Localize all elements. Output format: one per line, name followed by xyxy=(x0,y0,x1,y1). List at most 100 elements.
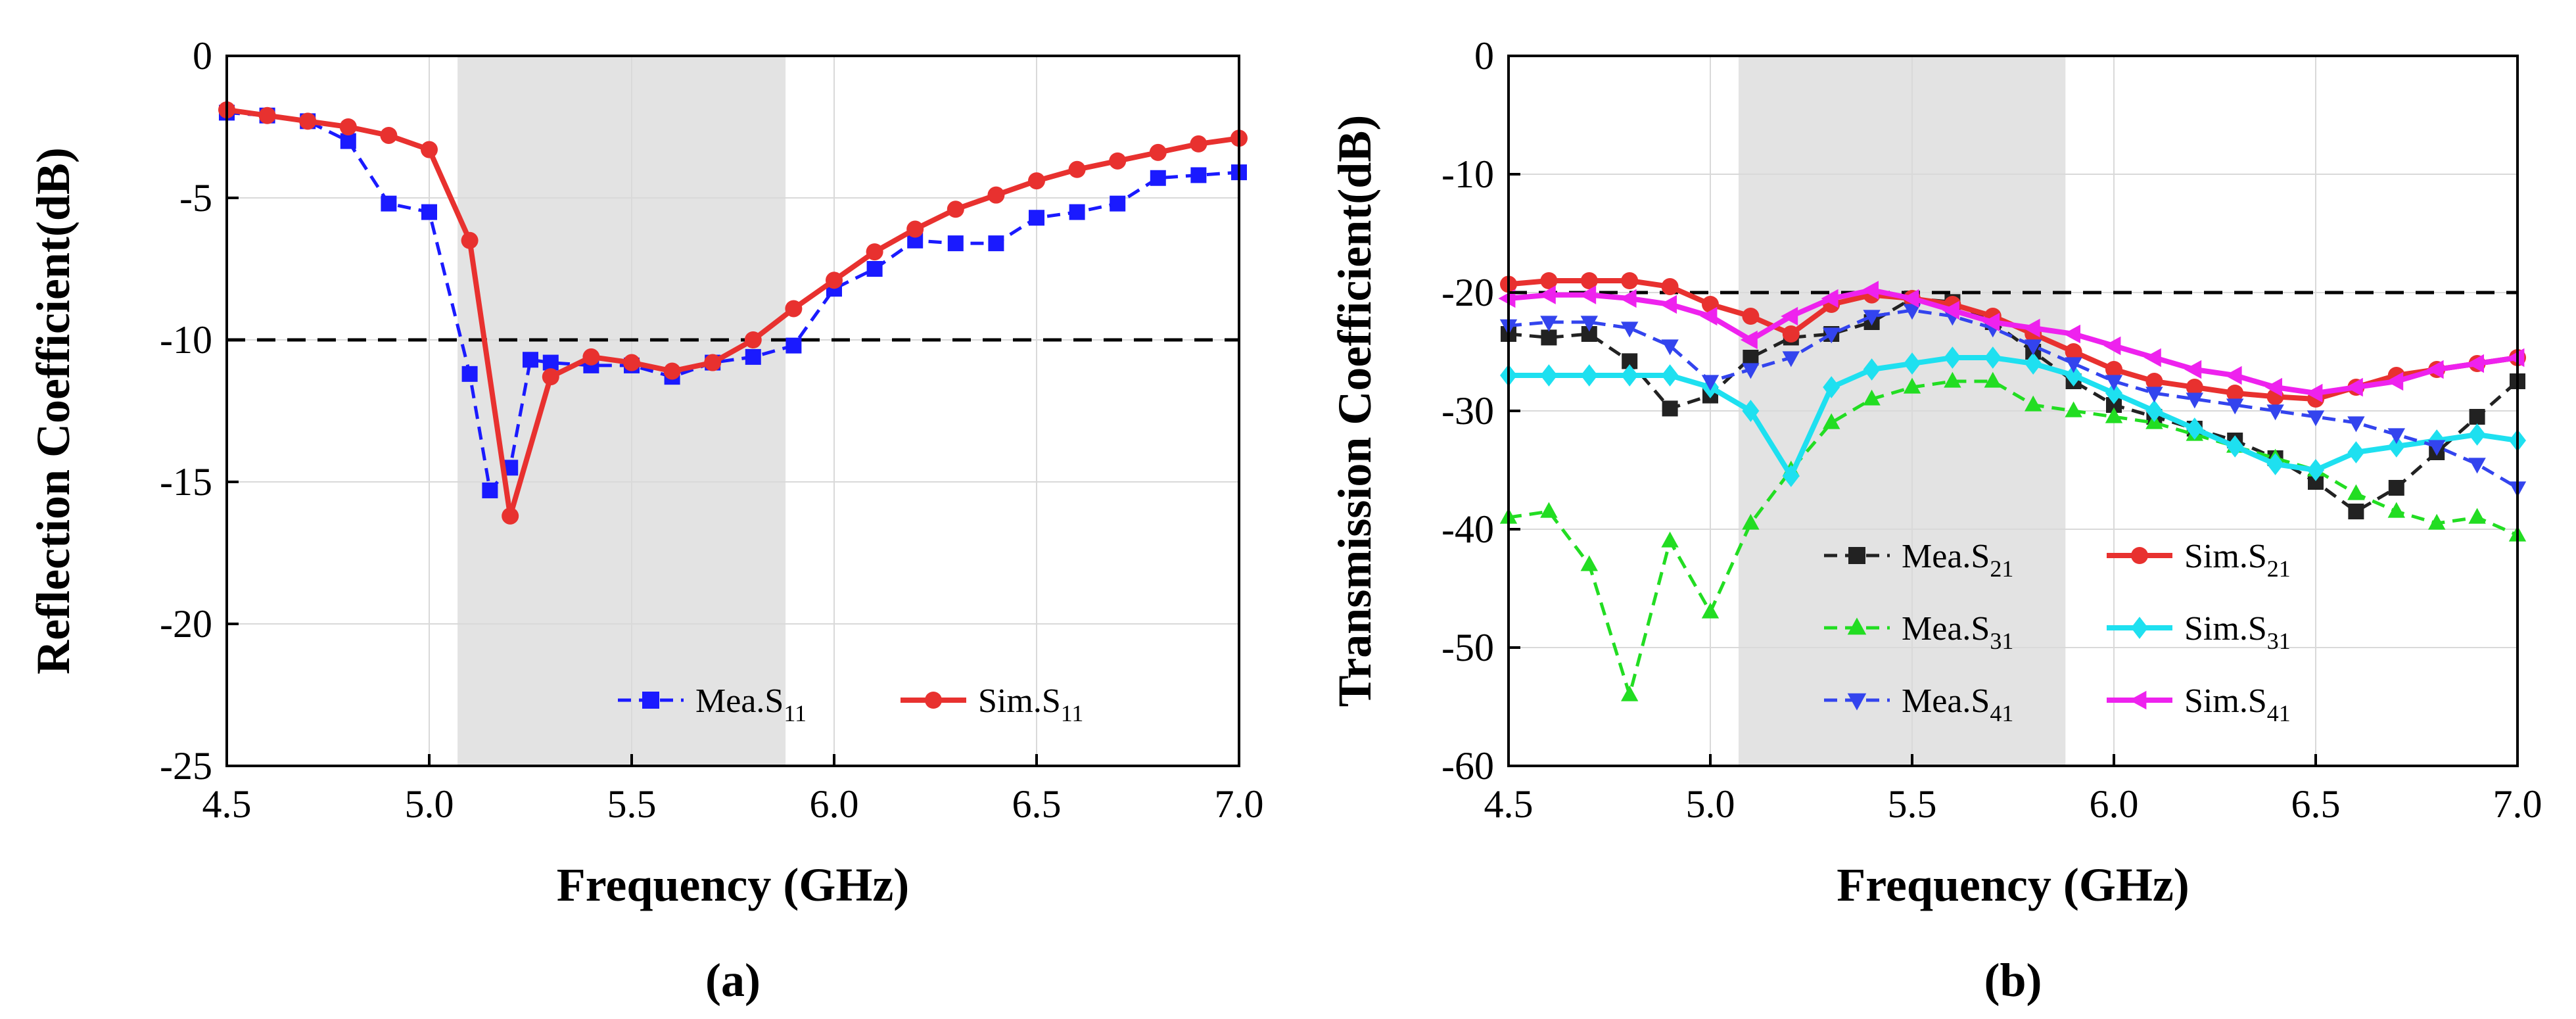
data-point xyxy=(2105,382,2122,404)
series-line xyxy=(1508,308,2519,490)
data-point xyxy=(1742,363,1760,379)
y-axis-title: Transmission Coefficient(dB) xyxy=(1328,115,1381,707)
data-point xyxy=(299,112,317,130)
y-axis-title: Reflection Coefficient(dB) xyxy=(27,147,80,675)
x-tick-label: 5.0 xyxy=(1686,782,1735,826)
data-point xyxy=(582,348,600,366)
legend-item-Mea.S11: Mea.S11 xyxy=(618,682,807,726)
data-point xyxy=(2186,379,2203,396)
reflection-coefficient-chart: 4.5 5.0 5.5 6.0 6.5 7.0 0 -5 -10 -15 -20 -25 Mea.S1… xyxy=(27,34,1264,1007)
axes-layer: 4.5 5.0 5.5 6.0 6.5 7.0 0 -5 -10 -15 -20 -25 xyxy=(160,34,1263,826)
data-point xyxy=(2266,453,2284,475)
x-tick-label: 4.5 xyxy=(202,782,252,826)
series-Sim.S11 xyxy=(218,101,1248,525)
y-tick-label: 0 xyxy=(193,34,212,78)
data-point xyxy=(1661,531,1679,548)
data-point xyxy=(1742,308,1760,325)
data-point xyxy=(1944,346,1961,369)
shaded-band xyxy=(457,56,786,766)
data-point xyxy=(704,354,722,371)
data-point xyxy=(2467,354,2484,373)
data-point xyxy=(1700,306,1718,326)
data-point xyxy=(1619,289,1637,308)
data-point xyxy=(2065,357,2082,373)
band-layer xyxy=(457,56,786,766)
data-point xyxy=(785,337,802,354)
series-layer xyxy=(218,101,1248,525)
data-point xyxy=(947,201,964,218)
data-point xyxy=(2184,360,2202,379)
data-point xyxy=(1863,389,1881,406)
legend-swatch-marker xyxy=(2131,617,2148,639)
data-point xyxy=(988,235,1004,252)
y-tick-label: -20 xyxy=(1441,271,1494,314)
data-point xyxy=(542,368,559,386)
data-point xyxy=(1541,329,1557,346)
legend-swatch-marker xyxy=(2129,690,2147,710)
y-tick-label: -5 xyxy=(179,176,212,220)
data-point xyxy=(2305,383,2323,403)
data-point xyxy=(2468,423,2486,446)
legend: Mea.S21 Sim.S21 Mea.S31 Sim.S31 Mea.S41 Sim.S… xyxy=(1824,538,2291,726)
data-point xyxy=(1701,602,1720,619)
legend-swatch-marker xyxy=(642,692,659,709)
series-Sim.S41 xyxy=(1498,281,2525,403)
data-point xyxy=(2426,360,2444,379)
data-point xyxy=(2468,508,2486,524)
data-point xyxy=(421,141,438,158)
data-point xyxy=(1579,285,1597,304)
data-point xyxy=(1742,513,1760,530)
data-point xyxy=(1110,195,1126,212)
data-point xyxy=(2265,377,2282,397)
data-point xyxy=(866,261,883,277)
data-point xyxy=(1580,364,1598,387)
data-point xyxy=(1540,272,1558,289)
data-point xyxy=(1903,377,1921,394)
data-point xyxy=(523,352,538,368)
data-point xyxy=(2386,371,2404,391)
data-point xyxy=(1823,376,1840,398)
y-tick-label: -10 xyxy=(160,318,212,362)
x-tick-label: 4.5 xyxy=(1484,782,1534,826)
data-point xyxy=(461,366,478,382)
data-point xyxy=(2145,400,2163,422)
data-point xyxy=(2226,435,2244,458)
data-point xyxy=(1540,364,1558,387)
data-point xyxy=(663,362,681,380)
data-point xyxy=(2065,364,2082,387)
x-tick-label: 6.0 xyxy=(810,782,859,826)
data-point xyxy=(381,195,397,212)
y-tick-label: -25 xyxy=(160,744,212,788)
data-point xyxy=(2387,428,2405,444)
data-point xyxy=(1580,555,1598,571)
data-point xyxy=(1701,375,1720,391)
legend-swatch-marker xyxy=(925,692,942,709)
data-point xyxy=(2347,416,2365,433)
x-axis-title: Frequency (GHz) xyxy=(1837,859,2190,911)
legend-swatch-marker xyxy=(2131,547,2148,564)
data-point xyxy=(1903,304,1921,320)
series-line xyxy=(226,110,1240,492)
legend-swatch-marker xyxy=(1847,693,1867,711)
legend-item-Sim.S31: Sim.S31 xyxy=(2107,610,2291,654)
data-point xyxy=(2025,352,2042,375)
data-point xyxy=(1782,465,1800,487)
data-point xyxy=(826,272,843,289)
series-layer xyxy=(1498,272,2527,701)
y-tick-label: -15 xyxy=(160,460,212,504)
data-point xyxy=(1863,310,1881,326)
legend-item-Sim.S41: Sim.S41 xyxy=(2107,682,2291,726)
data-point xyxy=(1621,272,1639,289)
data-point xyxy=(2388,480,2404,496)
data-point xyxy=(2347,484,2365,500)
data-point xyxy=(1150,170,1166,186)
x-tick-label: 6.0 xyxy=(2090,782,2139,826)
x-tick-label: 7.0 xyxy=(2493,782,2542,826)
data-point xyxy=(2143,348,2161,367)
legend-label: Mea.S21 xyxy=(1902,538,2013,582)
y-tick-label: -10 xyxy=(1441,153,1494,196)
data-point xyxy=(2145,387,2163,403)
x-tick-label: 7.0 xyxy=(1215,782,1264,826)
data-point xyxy=(1661,278,1679,295)
